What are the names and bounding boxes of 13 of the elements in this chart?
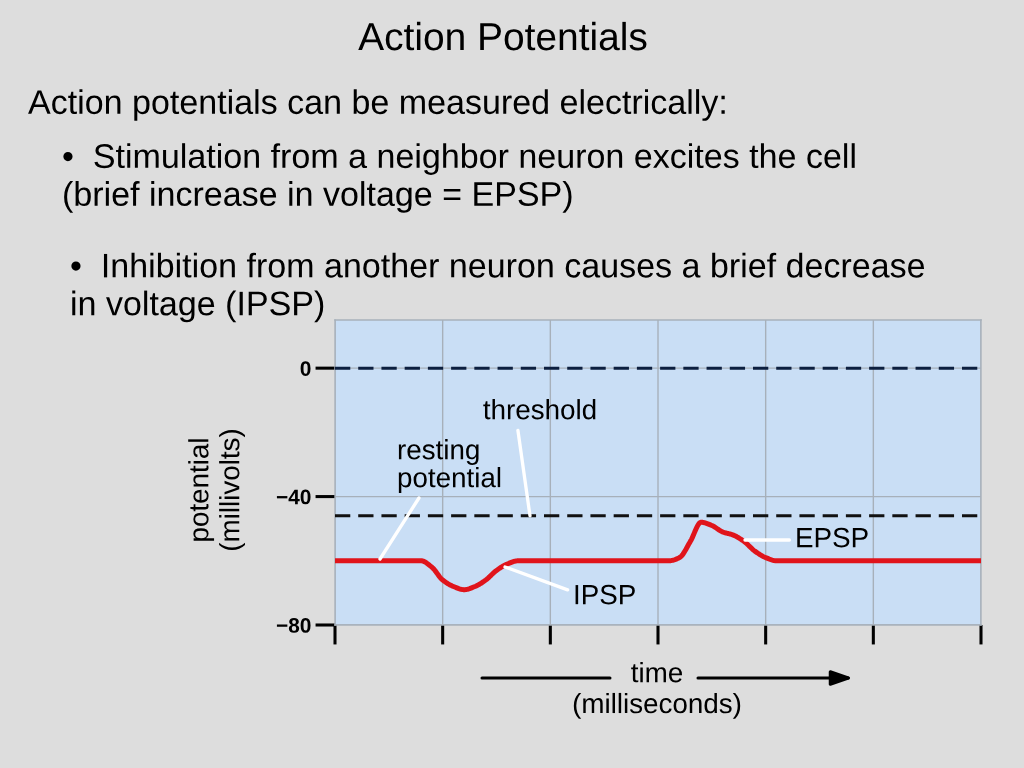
annotation: • Inhibition from another neuron causes a brief decrease in voltage (IPSP) [71, 252, 925, 323]
text: • Stimulation from a neighbor neuron excites the cell (brief increase in voltage = EPSP) [63, 143, 855, 213]
chart-title: Action Potentials [358, 21, 647, 51]
x-axis-title: time (milliseconds) [573, 662, 741, 719]
y-tick-label: −80 [276, 618, 311, 633]
y-tick-label: 0 [300, 361, 311, 376]
annotation: IPSP [575, 584, 635, 605]
y-axis-title: potential (millivolts) [188, 430, 245, 550]
annotation: resting potential [398, 439, 501, 493]
y-tick-label: −40 [276, 489, 311, 505]
chart-subtitle: Action potentials can be measured electrically: [28, 89, 725, 121]
annotation: EPSP [797, 527, 868, 548]
ref-line-label: threshold [483, 399, 596, 420]
